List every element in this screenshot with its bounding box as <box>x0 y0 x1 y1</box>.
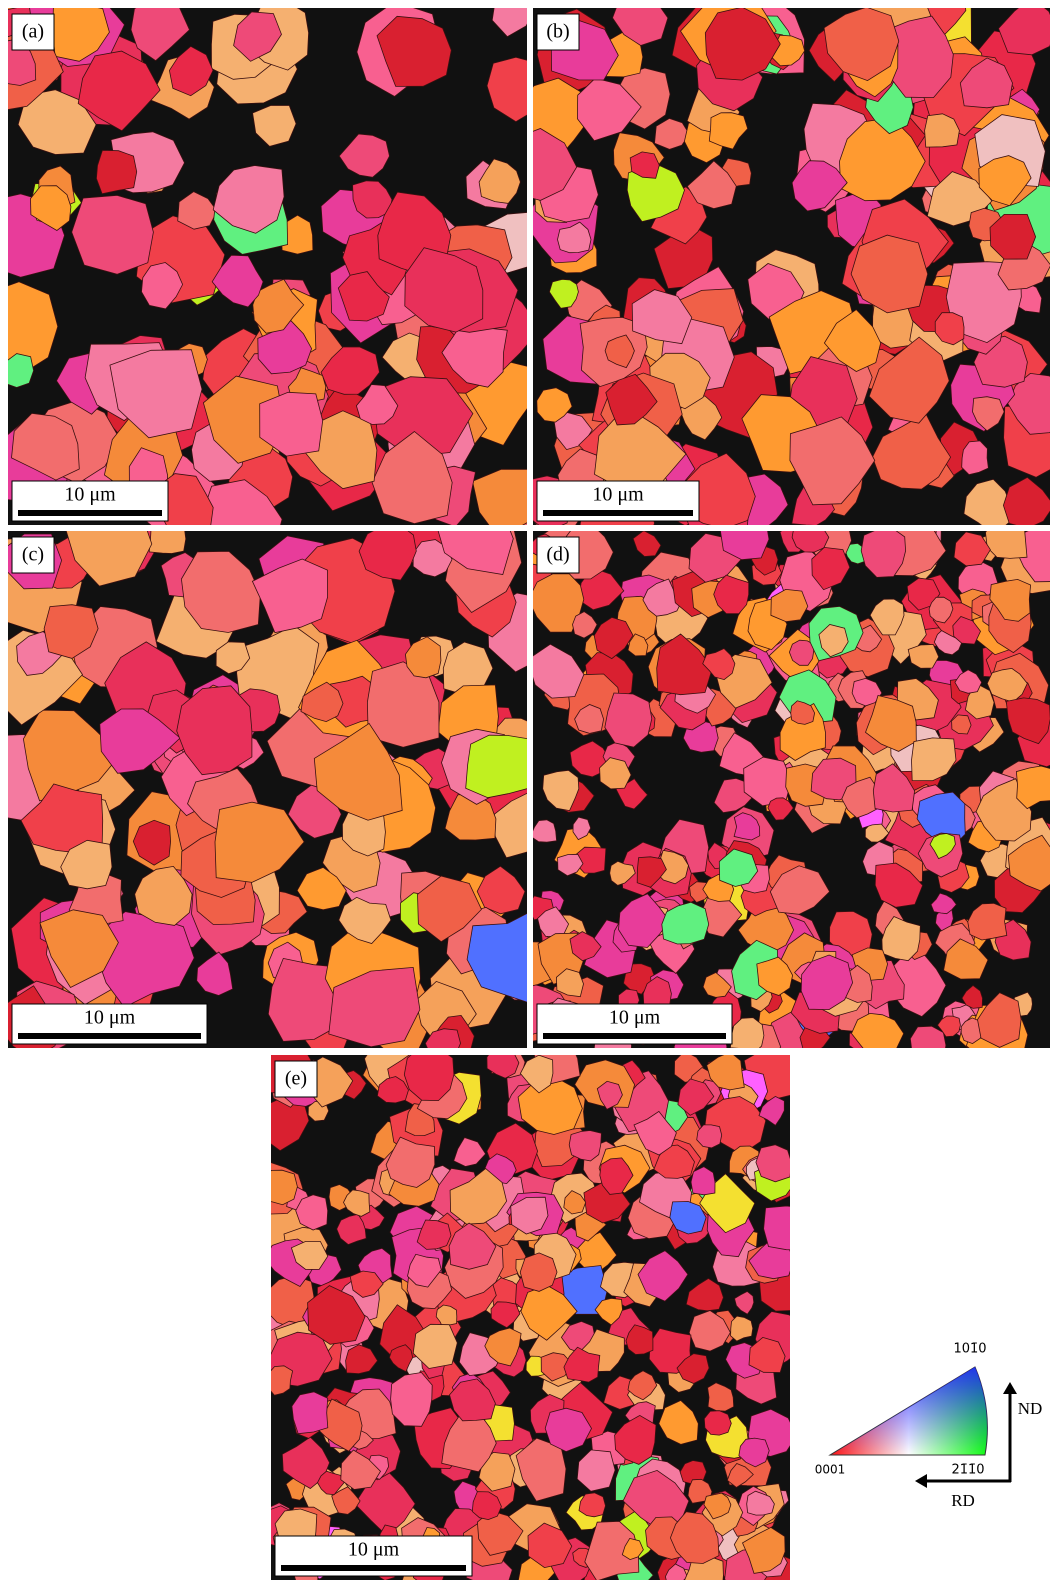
rd-label: RD <box>951 1491 975 1510</box>
grain <box>149 525 186 554</box>
grain <box>292 1392 328 1434</box>
grain <box>520 1253 557 1292</box>
scale-bar <box>281 1565 466 1571</box>
ebsd-map <box>502 0 1061 557</box>
panel-label: (a) <box>22 21 44 43</box>
ipf-legend: 101̄0 0001 21̄1̄0 ND RD <box>815 1342 1043 1510</box>
ebsd-map <box>0 494 574 1064</box>
figure: 101̄0 0001 21̄1̄0 ND RD (a) 10 μm (b) 10 μm… <box>0 0 1061 1588</box>
panel-label: (c) <box>22 544 44 566</box>
ebsd-map <box>251 1035 816 1588</box>
grain <box>756 1145 792 1182</box>
scale-bar-label: 10 μm <box>592 484 644 506</box>
grain <box>704 1411 731 1435</box>
grain <box>96 150 136 194</box>
ipf-top-label: 101̄0 <box>953 1342 986 1357</box>
scale-bar <box>18 510 162 516</box>
ebsd-map <box>507 514 1061 1076</box>
nd-label: ND <box>1018 1399 1043 1418</box>
ipf-right-label: 21̄1̄0 <box>951 1463 984 1478</box>
grain <box>260 1170 298 1205</box>
grain <box>72 195 154 274</box>
scale-bar-label: 10 μm <box>348 1539 400 1561</box>
scale-bar-label: 10 μm <box>64 484 116 506</box>
grain <box>764 1206 816 1250</box>
ipf-left-label: 0001 <box>815 1463 846 1477</box>
grain <box>910 1026 946 1064</box>
grain <box>952 715 972 734</box>
panel-label: (d) <box>546 544 569 566</box>
grain <box>466 735 544 798</box>
scale-bar <box>18 1033 201 1039</box>
grain <box>990 214 1036 259</box>
grain <box>0 354 34 388</box>
panel-label: (b) <box>546 21 569 43</box>
grain <box>569 1131 601 1161</box>
nd-arrowhead <box>1003 1382 1017 1394</box>
grain <box>391 1373 433 1427</box>
scale-bar-label: 10 μm <box>609 1007 661 1029</box>
panel-label: (e) <box>285 1068 307 1090</box>
ipf-triangle-blue <box>830 1367 987 1455</box>
rd-arrowhead <box>915 1474 927 1488</box>
scale-bar-label: 10 μm <box>84 1007 136 1029</box>
scale-bar <box>543 510 693 516</box>
scale-bar <box>543 1033 726 1039</box>
grain <box>771 589 808 621</box>
